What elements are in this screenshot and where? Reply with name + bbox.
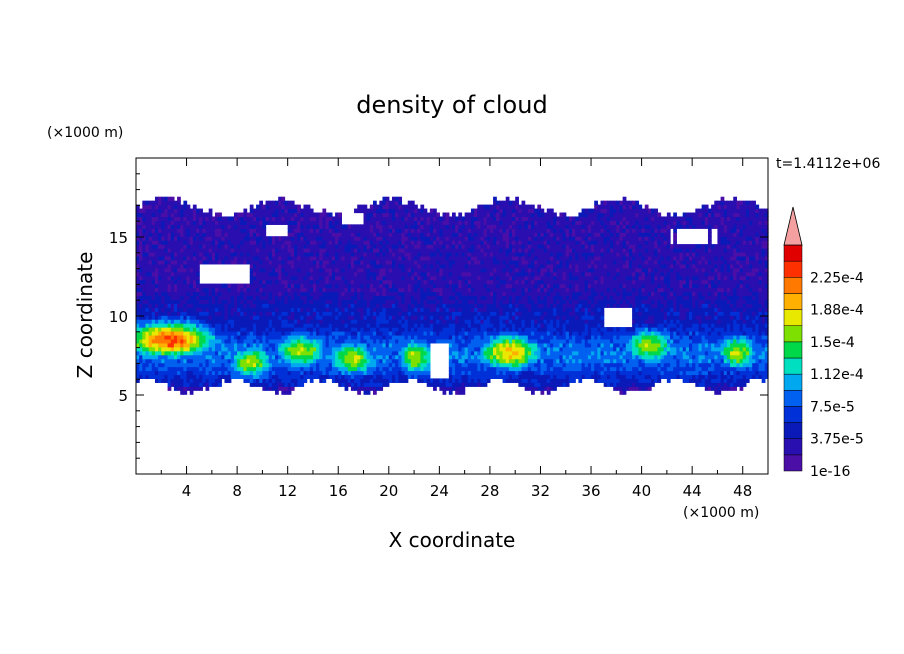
x-tick-label: 4 [182,482,192,500]
colorbar-segment [783,325,803,343]
y-tick-label: 10 [109,308,128,326]
x-axis-unit: (×1000 m) [683,505,759,521]
colorbar-label: 7.5e-5 [810,399,855,415]
colorbar-segment [783,277,803,294]
x-tick-label: 32 [531,482,550,500]
x-tick-label: 8 [232,482,242,500]
x-tick-label: 48 [733,482,752,500]
y-tick-label: 15 [109,229,128,247]
colorbar-segment [783,438,803,456]
colorbar-segment [783,406,803,423]
colorbar-segment [783,293,803,310]
x-tick-label: 44 [683,482,702,500]
x-tick-label: 12 [278,482,297,500]
x-tick-label: 36 [581,482,600,500]
y-axis-label: Z coordinate [73,252,97,379]
y-axis-unit: (×1000 m) [47,125,123,141]
chart-title: density of cloud [356,91,547,119]
colorbar-segment [783,260,803,278]
colorbar-segment [783,373,803,391]
x-tick-label: 16 [329,482,348,500]
colorbar: 1e-16 3.75e-5 7.5e-5 1.12e-4 1.5e-4 1.88e-4 2.… [783,206,864,480]
colorbar-segment [783,357,803,375]
x-axis-label: X coordinate [389,528,516,552]
y-axis-ticks: 5 10 15 [109,173,768,459]
colorbar-label: 3.75e-5 [810,432,864,448]
colorbar-segment [783,454,803,472]
x-axis-ticks: 4 8 12 16 20 24 28 32 36 40 44 48 [160,158,752,500]
colorbar-segment [783,244,803,262]
x-tick-label: 24 [430,482,449,500]
colorbar-label: 2.25e-4 [810,270,864,286]
colorbar-label: 1e-16 [810,464,850,480]
colorbar-segment [783,309,803,326]
colorbar-label: 1.12e-4 [810,367,864,383]
colorbar-label: 1.88e-4 [810,303,864,319]
colorbar-segment [783,390,803,407]
x-tick-label: 28 [480,482,499,500]
x-tick-label: 40 [632,482,651,500]
colorbar-overflow-arrow [783,206,803,246]
cloud-density-field [136,196,769,395]
colorbar-label: 1.5e-4 [810,335,855,351]
y-tick-label: 5 [118,387,128,405]
x-tick-label: 20 [379,482,398,500]
time-label: t=1.4112e+06 [776,156,880,172]
colorbar-segment [783,341,803,359]
colorbar-segment [783,422,803,439]
